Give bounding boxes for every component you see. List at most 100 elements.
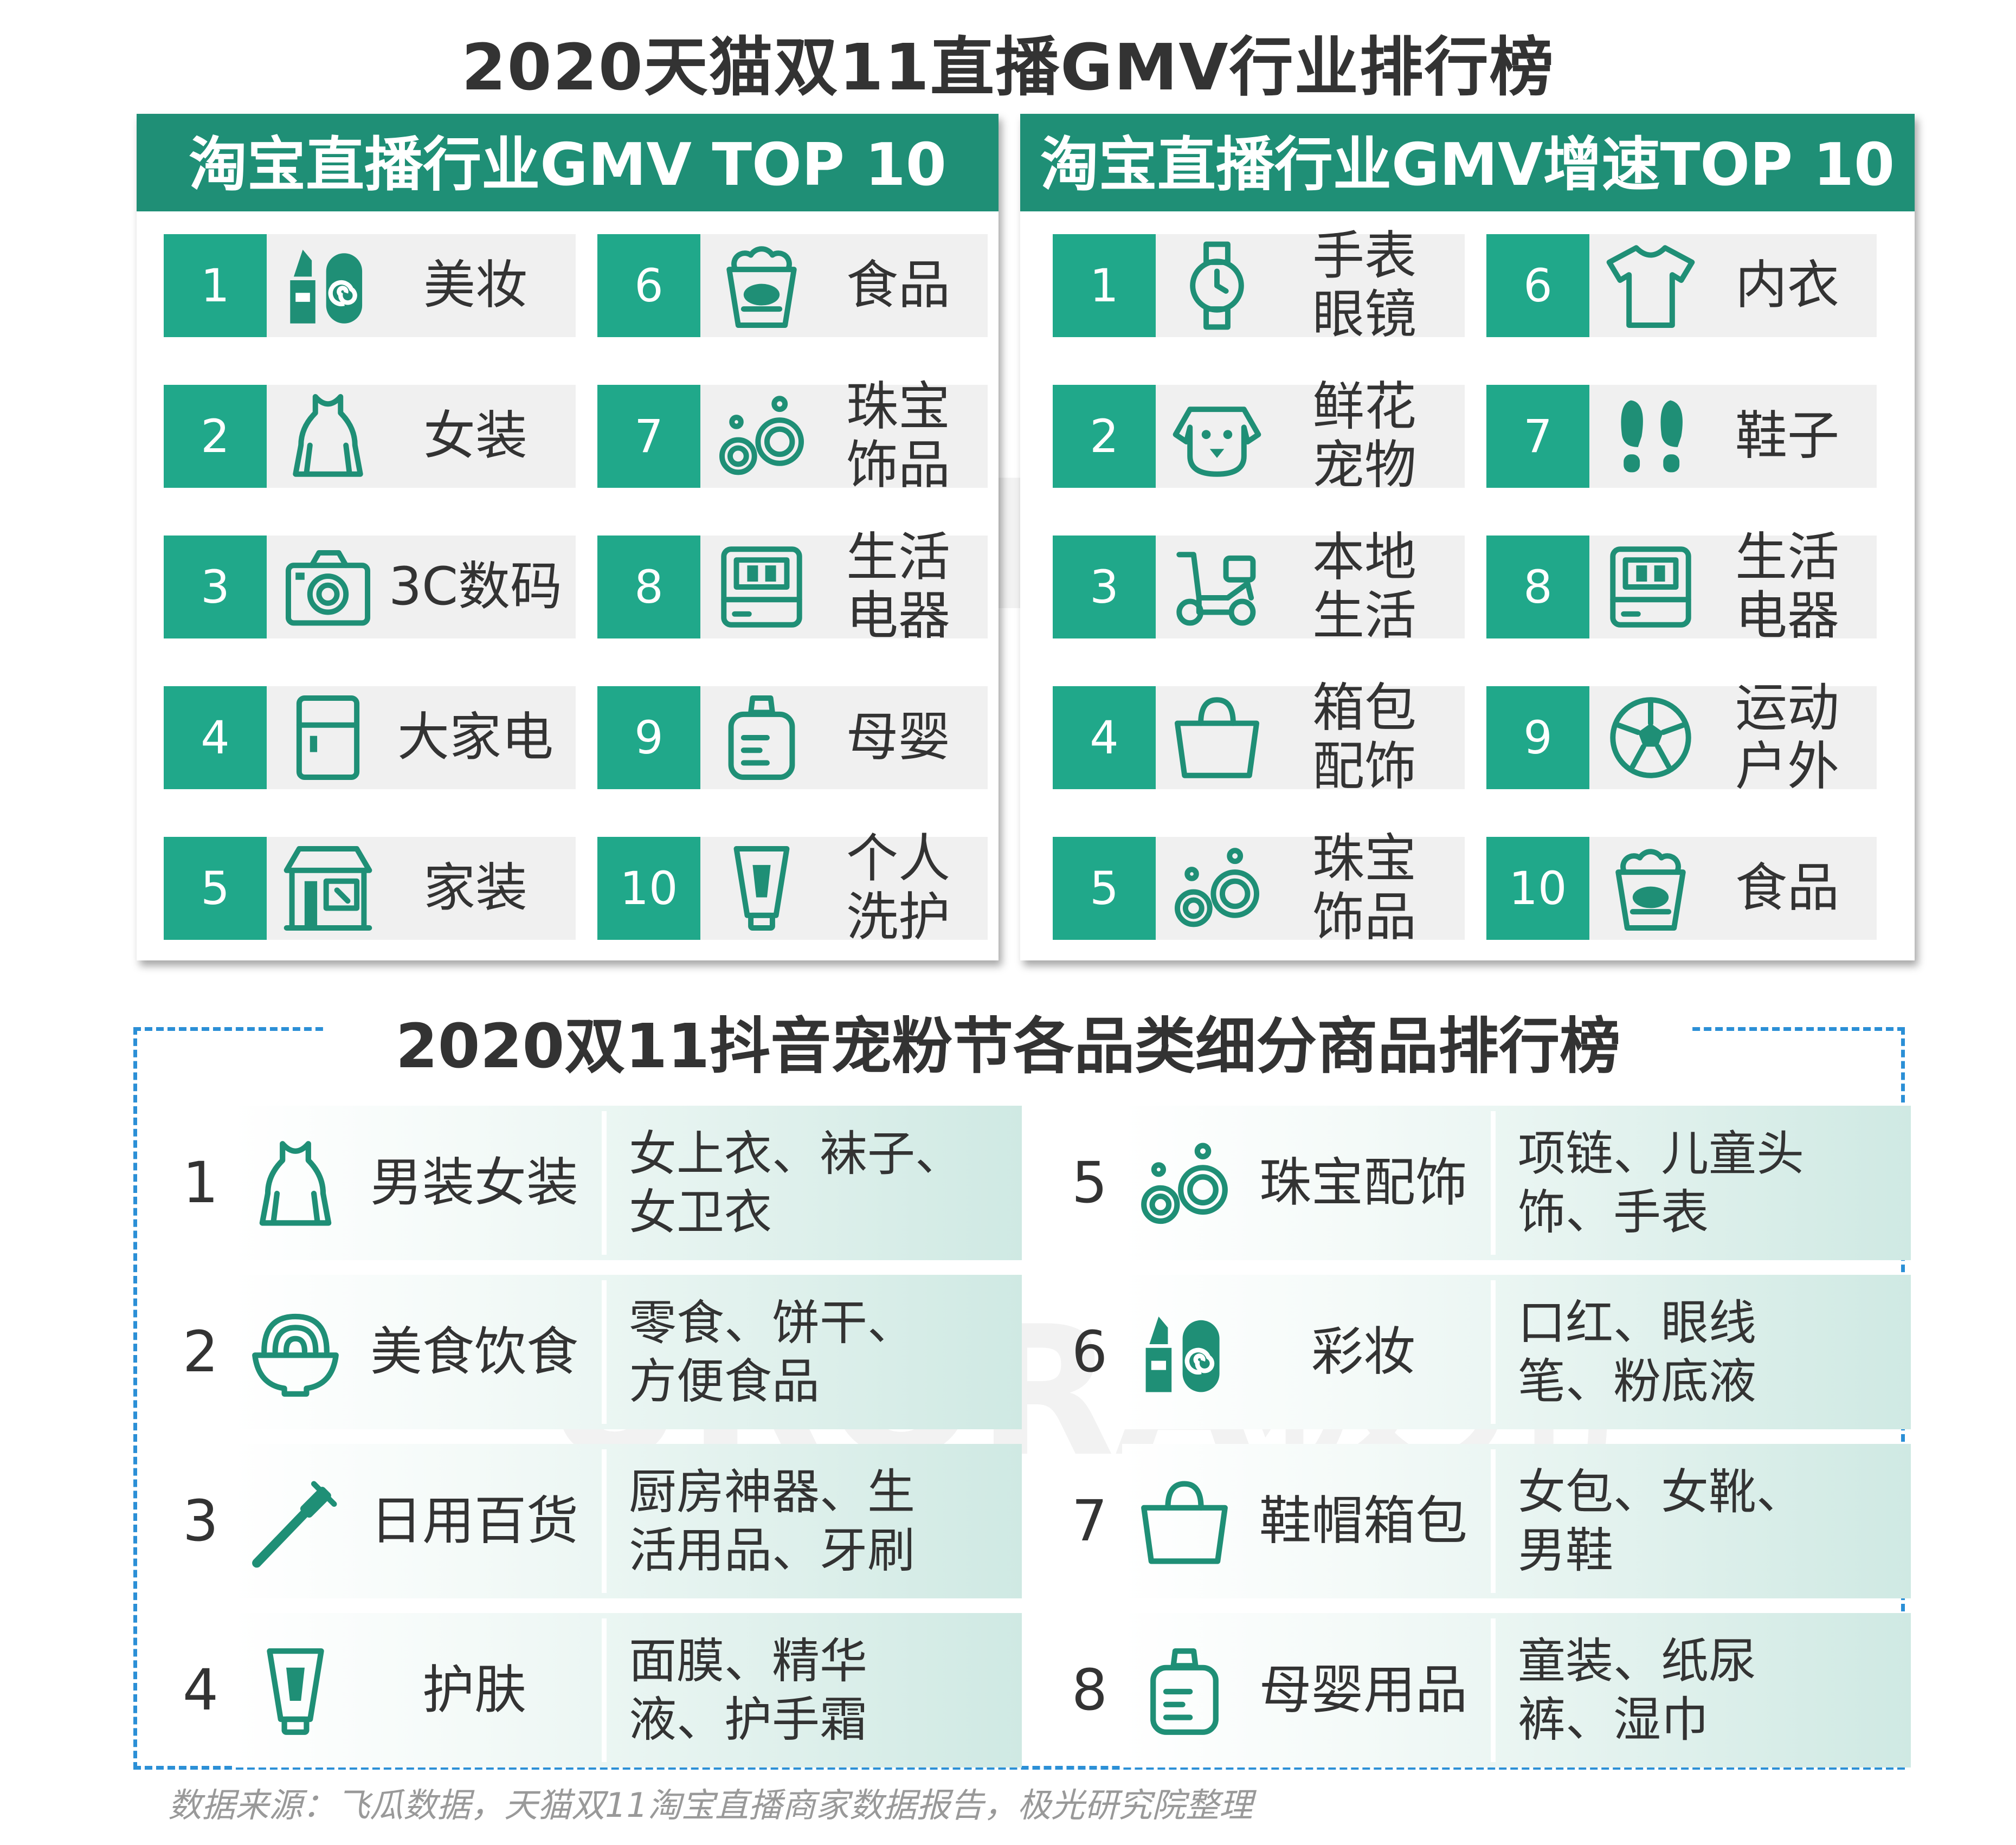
rank-number: 9 — [1486, 686, 1589, 789]
popcorn-icon — [1606, 843, 1696, 933]
row-divider — [1491, 1280, 1496, 1424]
category-label: 内衣 — [1735, 255, 1839, 316]
earrings-icon — [1138, 1138, 1231, 1230]
ranking-row — [233, 1275, 1022, 1429]
popcorn-icon — [717, 241, 807, 331]
rank-number: 2 — [164, 385, 267, 488]
rank-number: 5 — [1071, 1150, 1108, 1216]
storefront-icon — [283, 843, 373, 933]
category-name: 彩妆 — [1311, 1321, 1415, 1382]
page-title: 2020天猫双11直播GMV行业排行榜 — [461, 30, 1555, 105]
tshirt-icon — [1606, 241, 1696, 331]
fridge-icon — [283, 693, 373, 783]
rank-number: 6 — [1486, 234, 1589, 337]
top-products: 女包、女靴、 男鞋 — [1518, 1464, 1805, 1578]
rank-number: 3 — [182, 1488, 219, 1554]
category-label: 大家电 — [397, 707, 553, 768]
category-name: 美食饮食 — [370, 1321, 578, 1382]
rank-number: 1 — [164, 234, 267, 337]
baby-bottle-icon — [717, 693, 807, 783]
rank-number: 1 — [182, 1150, 219, 1216]
category-label: 鞋子 — [1735, 405, 1839, 467]
top-products: 口红、眼线 笔、粉底液 — [1518, 1295, 1757, 1409]
category-label: 珠宝 饰品 — [1312, 828, 1416, 947]
row-divider — [602, 1111, 607, 1255]
ranking-row — [233, 1106, 1022, 1260]
rank-number: 7 — [1071, 1488, 1108, 1554]
category-label: 鲜花 宠物 — [1312, 376, 1416, 495]
category-label: 母婴 — [846, 707, 950, 768]
ranking-row — [1122, 1444, 1911, 1598]
row-divider — [602, 1449, 607, 1593]
rank-number: 4 — [1053, 686, 1156, 789]
scooter-icon — [1172, 542, 1262, 632]
appliance-icon — [717, 542, 807, 632]
category-label: 箱包 配饰 — [1312, 678, 1416, 797]
row-divider — [1491, 1111, 1496, 1255]
ranking-row — [233, 1613, 1022, 1767]
lipstick-icon — [1138, 1307, 1231, 1399]
category-label: 手表 眼镜 — [1312, 225, 1416, 345]
noodle-bowl-icon — [249, 1307, 342, 1399]
rank-number: 1 — [1053, 234, 1156, 337]
top-products: 零食、饼干、 方便食品 — [629, 1295, 916, 1409]
top-products: 面膜、精华 液、护手霜 — [629, 1633, 868, 1747]
rank-number: 3 — [1053, 536, 1156, 638]
ranking-row — [1122, 1106, 1911, 1260]
tube-icon — [249, 1646, 342, 1738]
tube-icon — [717, 843, 807, 933]
soccer-ball-icon — [1606, 693, 1696, 783]
rank-number: 2 — [182, 1319, 219, 1385]
category-label: 3C数码 — [388, 556, 563, 617]
category-label: 运动 户外 — [1735, 678, 1839, 797]
earrings-icon — [1172, 843, 1262, 933]
rank-number: 4 — [182, 1657, 219, 1723]
rank-number: 5 — [164, 837, 267, 940]
camera-icon — [283, 542, 373, 632]
category-label: 美妆 — [423, 255, 527, 316]
category-label: 生活 电器 — [1735, 527, 1839, 646]
category-label: 个人 洗护 — [846, 828, 950, 947]
category-name: 母婴用品 — [1259, 1660, 1467, 1720]
douyin-section-title: 2020双11抖音宠粉节各品类细分商品排行榜 — [395, 1011, 1621, 1082]
appliance-icon — [1606, 542, 1696, 632]
category-name: 男装女装 — [370, 1152, 578, 1213]
row-divider — [1491, 1618, 1496, 1762]
rank-number: 8 — [1071, 1657, 1108, 1723]
rank-number: 6 — [1071, 1319, 1108, 1385]
rank-number: 7 — [597, 385, 700, 488]
row-divider — [602, 1618, 607, 1762]
category-label: 珠宝 饰品 — [846, 376, 950, 495]
data-source-note: 数据来源：飞瓜数据，天猫双11淘宝直播商家数据报告，极光研究院整理 — [168, 1785, 1253, 1825]
category-label: 本地 生活 — [1312, 527, 1416, 646]
rank-number: 5 — [1053, 837, 1156, 940]
dress-icon — [249, 1138, 342, 1230]
ranking-row — [233, 1444, 1022, 1598]
category-name: 护肤 — [422, 1660, 526, 1720]
rank-number: 8 — [1486, 536, 1589, 638]
panel-header: 淘宝直播行业GMV增速TOP 10 — [1020, 114, 1915, 211]
top-products: 项链、儿童头 饰、手表 — [1518, 1126, 1805, 1240]
rank-number: 10 — [597, 837, 700, 940]
category-label: 食品 — [1735, 857, 1839, 919]
panel-gmv-growth-top10: 淘宝直播行业GMV增速TOP 10 1 手表 眼镜 2 鲜花 宠物 3 本地 生活 4 箱包 … — [1020, 114, 1915, 960]
category-label: 女装 — [423, 405, 527, 467]
rank-number: 2 — [1053, 385, 1156, 488]
row-divider — [1491, 1449, 1496, 1593]
toothbrush-icon — [249, 1476, 342, 1569]
panel-gmv-top10: 淘宝直播行业GMV TOP 10 1 美妆 2 女装 3 3C数码 4 大家电 5 家装 6 食品 7 珠… — [137, 114, 999, 960]
panel-header: 淘宝直播行业GMV TOP 10 — [137, 114, 999, 211]
rank-number: 6 — [597, 234, 700, 337]
category-label: 家装 — [423, 857, 527, 919]
rank-number: 7 — [1486, 385, 1589, 488]
watch-icon — [1172, 241, 1262, 331]
rank-number: 4 — [164, 686, 267, 789]
rank-number: 10 — [1486, 837, 1589, 940]
category-name: 日用百货 — [370, 1491, 578, 1551]
footprints-icon — [1606, 391, 1696, 481]
ranking-row — [1122, 1613, 1911, 1767]
ranking-row — [1122, 1275, 1911, 1429]
top-products: 女上衣、袜子、 女卫衣 — [629, 1126, 963, 1240]
top-products: 厨房神器、生 活用品、牙刷 — [629, 1464, 916, 1578]
rank-number: 3 — [164, 536, 267, 638]
